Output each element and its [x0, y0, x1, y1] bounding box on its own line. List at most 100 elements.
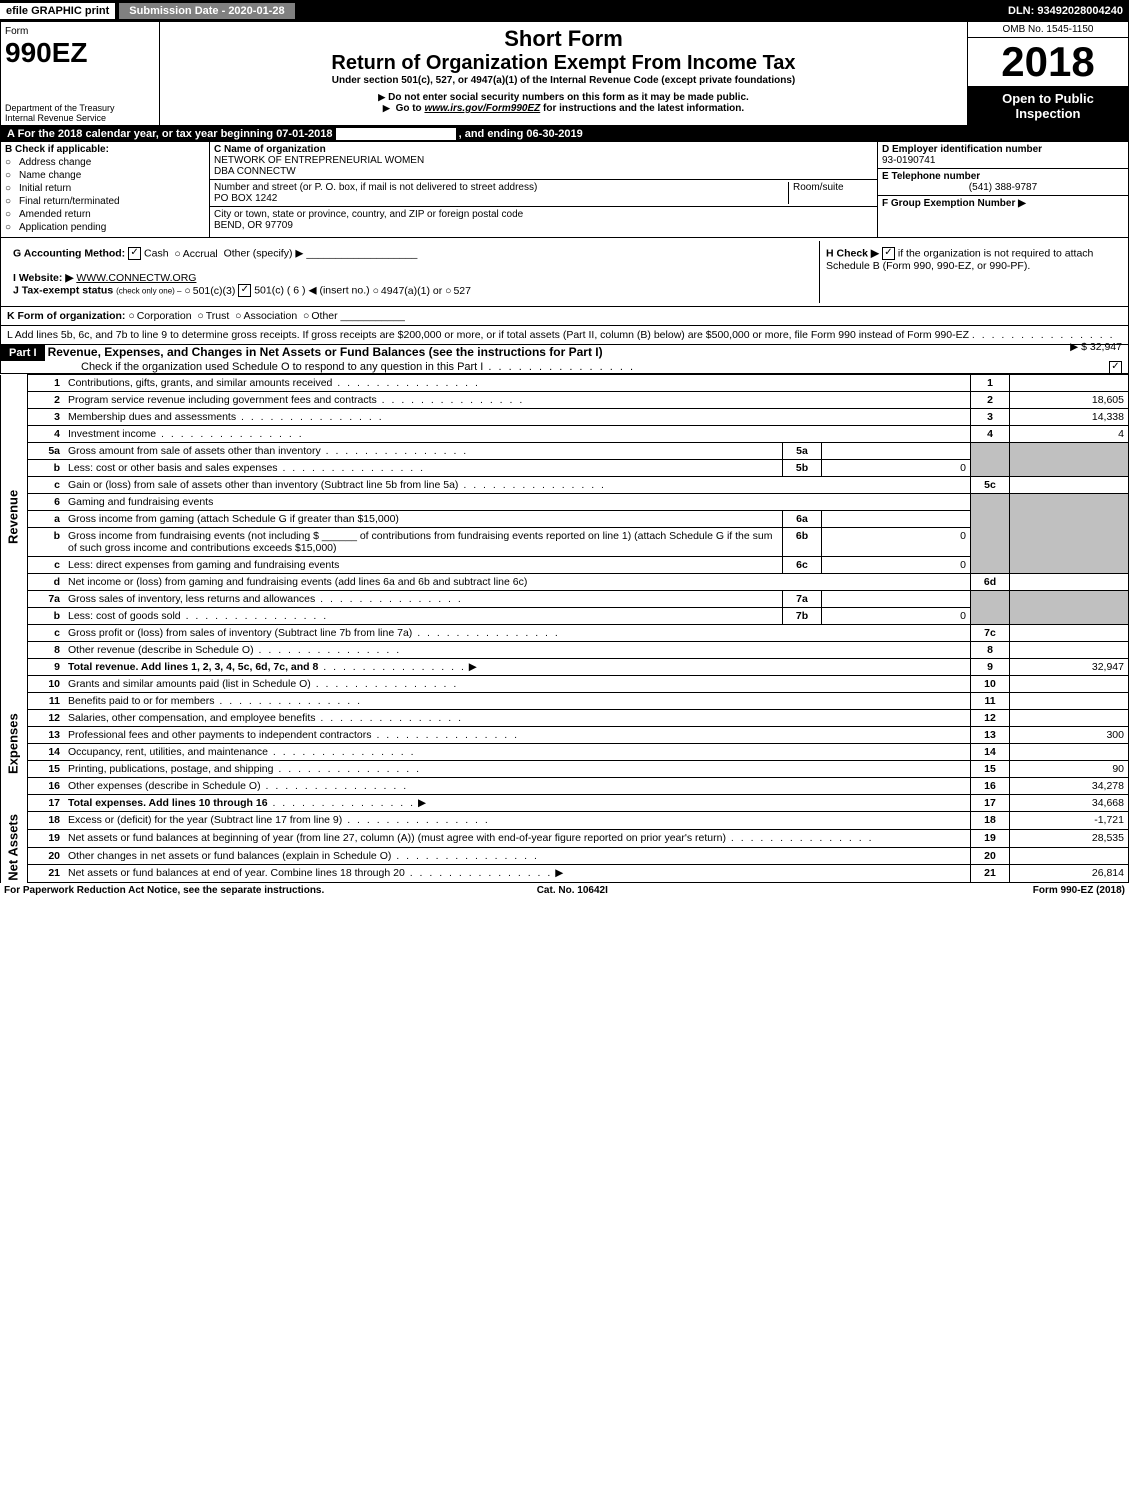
- radio-accrual[interactable]: Accrual: [174, 248, 217, 260]
- line-19-amount: 28,535: [1010, 829, 1129, 847]
- line-6a-amount: [822, 511, 971, 528]
- city-state-zip: BEND, OR 97709: [214, 220, 293, 231]
- org-dba: DBA CONNECTW: [214, 166, 296, 177]
- section-l: L Add lines 5b, 6c, and 7b to line 9 to …: [0, 326, 1129, 345]
- line-13-amount: 300: [1010, 727, 1129, 744]
- form-ref: Form 990-EZ (2018): [1033, 885, 1125, 896]
- line-6d-amount: [1010, 574, 1129, 591]
- street-block: Number and street (or P. O. box, if mail…: [210, 180, 877, 207]
- line-20-amount: [1010, 847, 1129, 865]
- section-f: F Group Exemption Number ▶: [878, 196, 1128, 211]
- irs-link[interactable]: www.irs.gov/Form990EZ: [424, 103, 540, 114]
- check-address-change[interactable]: Address change: [5, 157, 205, 168]
- top-bar: efile GRAPHIC print Submission Date - 20…: [0, 0, 1129, 22]
- open-to-public: Open to Public Inspection: [968, 87, 1128, 125]
- line-5c-amount: [1010, 477, 1129, 494]
- form-header: Form 990EZ Department of the Treasury In…: [0, 22, 1129, 126]
- org-name: NETWORK OF ENTREPRENEURIAL WOMEN: [214, 155, 424, 166]
- line-7a-amount: [822, 591, 971, 608]
- tax-year: 2018: [968, 38, 1128, 87]
- line-12-amount: [1010, 710, 1129, 727]
- check-schedule-b[interactable]: [882, 247, 895, 260]
- radio-501c3[interactable]: 501(c)(3): [184, 285, 235, 297]
- section-c: C Name of organization NETWORK OF ENTREP…: [210, 142, 878, 237]
- block-bcdef: B Check if applicable: Address change Na…: [0, 142, 1129, 238]
- check-initial-return[interactable]: Initial return: [5, 183, 205, 194]
- section-b-title: B Check if applicable:: [5, 144, 205, 155]
- page-footer: For Paperwork Reduction Act Notice, see …: [0, 883, 1129, 898]
- line-16-amount: 34,278: [1010, 778, 1129, 795]
- line-6b-amount: 0: [822, 528, 971, 557]
- side-revenue: Revenue: [1, 375, 28, 659]
- city-block: City or town, state or province, country…: [210, 207, 877, 233]
- form-number: 990EZ: [5, 37, 155, 69]
- section-b: B Check if applicable: Address change Na…: [1, 142, 210, 237]
- check-application-pending[interactable]: Application pending: [5, 222, 205, 233]
- dln-label: DLN: 93492028004240: [1008, 5, 1129, 17]
- radio-corporation[interactable]: Corporation: [128, 310, 191, 322]
- side-net-assets: Net Assets: [1, 812, 28, 883]
- row-gh: G Accounting Method: Cash Accrual Other …: [0, 238, 1129, 307]
- efile-print-label[interactable]: efile GRAPHIC print: [0, 3, 115, 19]
- section-g: G Accounting Method: Cash Accrual Other …: [7, 241, 819, 303]
- street-address: PO BOX 1242: [214, 193, 277, 204]
- header-right: OMB No. 1545-1150 2018 Open to Public In…: [967, 22, 1128, 125]
- section-i-label: I Website: ▶: [13, 272, 73, 284]
- submission-date: Submission Date - 2020-01-28: [119, 3, 294, 19]
- line-10-amount: [1010, 676, 1129, 693]
- section-d: D Employer identification number 93-0190…: [878, 142, 1128, 169]
- line-3-amount: 14,338: [1010, 409, 1129, 426]
- radio-association[interactable]: Association: [235, 310, 297, 322]
- section-j-label: J Tax-exempt status: [13, 284, 113, 296]
- check-cash[interactable]: [128, 247, 141, 260]
- paperwork-notice: For Paperwork Reduction Act Notice, see …: [4, 885, 324, 896]
- line-1-num: 1: [28, 375, 65, 392]
- line-1-amount: [1010, 375, 1129, 392]
- radio-527[interactable]: 527: [445, 285, 471, 297]
- header-left: Form 990EZ Department of the Treasury In…: [1, 22, 160, 125]
- radio-4947[interactable]: 4947(a)(1) or: [373, 285, 443, 297]
- goto-instructions: Go to www.irs.gov/Form990EZ for instruct…: [170, 103, 957, 114]
- section-e: E Telephone number (541) 388-9787: [878, 169, 1128, 196]
- check-schedule-o[interactable]: [1109, 361, 1122, 374]
- gross-receipts: ▶ $ 32,947: [1070, 341, 1122, 353]
- line-8-amount: [1010, 642, 1129, 659]
- section-def: D Employer identification number 93-0190…: [878, 142, 1128, 237]
- row-a-tax-year: A For the 2018 calendar year, or tax yea…: [0, 126, 1129, 142]
- line-14-amount: [1010, 744, 1129, 761]
- header-center: Short Form Return of Organization Exempt…: [160, 22, 967, 125]
- line-21-amount: 26,814: [1010, 865, 1129, 883]
- omb-number: OMB No. 1545-1150: [968, 22, 1128, 38]
- line-17-amount: 34,668: [1010, 795, 1129, 812]
- radio-other[interactable]: Other: [303, 310, 338, 322]
- check-amended[interactable]: Amended return: [5, 209, 205, 220]
- line-7b-amount: 0: [822, 608, 971, 625]
- phone-value: (541) 388-9787: [882, 182, 1124, 193]
- check-501c[interactable]: [238, 284, 251, 297]
- radio-trust[interactable]: Trust: [197, 310, 229, 322]
- dept-treasury: Department of the Treasury Internal Reve…: [5, 103, 115, 123]
- line-5a-amount: [822, 443, 971, 460]
- line-11-amount: [1010, 693, 1129, 710]
- check-final-return[interactable]: Final return/terminated: [5, 196, 205, 207]
- short-form-title: Short Form: [170, 26, 957, 52]
- check-name-change[interactable]: Name change: [5, 170, 205, 181]
- cat-no: Cat. No. 10642I: [537, 885, 608, 896]
- line-5b-amount: 0: [822, 460, 971, 477]
- part1-label: Part I: [1, 345, 45, 361]
- lines-table: Revenue 1 Contributions, gifts, grants, …: [0, 374, 1129, 883]
- section-h: H Check ▶ if the organization is not req…: [819, 241, 1122, 303]
- subtitle: Under section 501(c), 527, or 4947(a)(1)…: [170, 75, 957, 86]
- section-k: K Form of organization: Corporation Trus…: [0, 307, 1129, 326]
- line-2-amount: 18,605: [1010, 392, 1129, 409]
- side-expenses: Expenses: [1, 676, 28, 812]
- line-9-amount: 32,947: [1010, 659, 1129, 676]
- website-value[interactable]: WWW.CONNECTW.ORG: [76, 272, 196, 284]
- line-4-amount: 4: [1010, 426, 1129, 443]
- org-name-block: C Name of organization NETWORK OF ENTREP…: [210, 142, 877, 180]
- line-7c-amount: [1010, 625, 1129, 642]
- line-18-amount: -1,721: [1010, 812, 1129, 830]
- warning-ssn: Do not enter social security numbers on …: [170, 92, 957, 103]
- return-title: Return of Organization Exempt From Incom…: [170, 52, 957, 75]
- room-suite: Room/suite: [788, 182, 873, 204]
